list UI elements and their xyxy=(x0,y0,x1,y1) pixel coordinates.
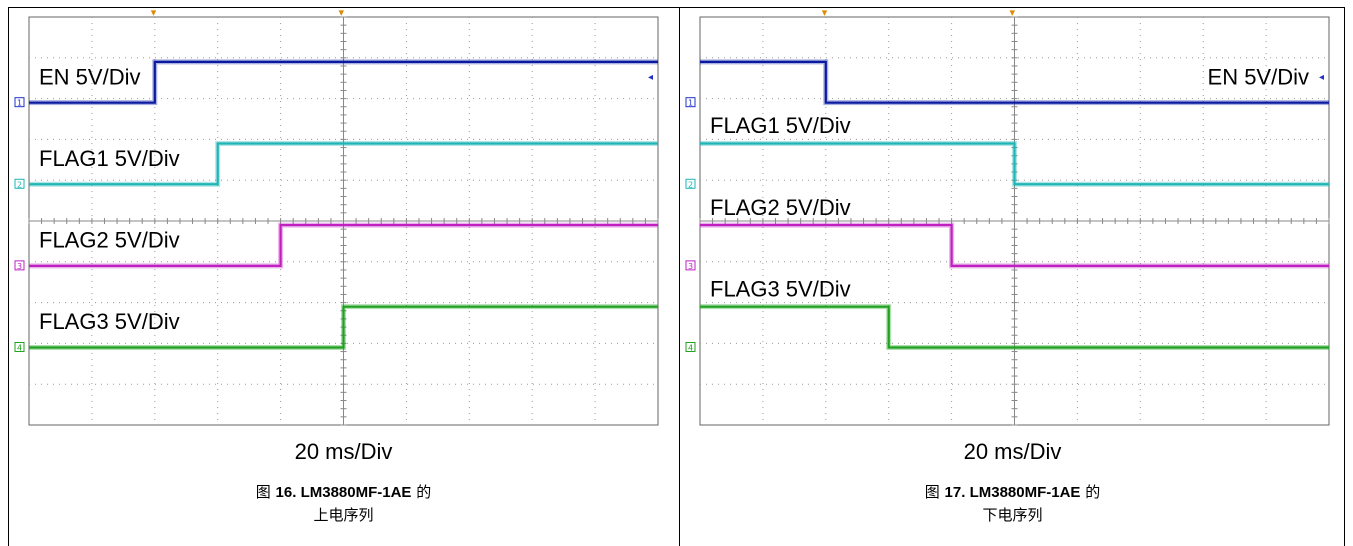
channel-marker: 3 xyxy=(685,260,696,271)
caption-title: 下电序列 xyxy=(982,506,1043,524)
figure-caption: 图 16. LM3880MF-1AE 的 上电序列 xyxy=(8,481,679,526)
trace-label: FLAG3 5V/Div xyxy=(39,309,180,334)
caption-number: 16. LM3880MF-1AE xyxy=(275,484,412,501)
trace-label: FLAG1 5V/Div xyxy=(710,113,851,138)
trace-label: EN 5V/Div xyxy=(39,64,140,89)
panel-divider xyxy=(679,7,680,546)
channel-marker-box xyxy=(685,178,696,189)
channel-marker: 1 xyxy=(685,97,696,108)
channel-marker: 1 xyxy=(14,97,25,108)
trace-line xyxy=(29,223,658,267)
trace-line xyxy=(700,142,1329,186)
trace-flag2 xyxy=(29,222,658,269)
channel-marker-number: 4 xyxy=(688,343,693,352)
trace-flag1 xyxy=(29,140,658,187)
trigger-level-arrow: ◂ xyxy=(1319,72,1324,83)
caption-prefix: 图 xyxy=(255,483,271,501)
channel-marker-number: 1 xyxy=(688,99,693,108)
time-reference-marker: ▾ xyxy=(1010,6,1016,19)
channel-marker-number: 4 xyxy=(17,343,22,352)
trace-en xyxy=(700,59,1329,106)
timebase-label: 20 ms/Div xyxy=(963,439,1062,464)
channel-marker-number: 2 xyxy=(688,180,693,189)
channel-marker-box xyxy=(685,341,696,352)
oscilloscope-chart-power-up: ▾ ▾ ◂ 1 EN 5V/Div 2 FLAG1 5V/Div 3 FLAG2 5V/Div 4… xyxy=(14,6,659,426)
channel-marker-number: 3 xyxy=(17,262,22,271)
caption-suffix: 的 xyxy=(1085,483,1101,501)
channel-marker: 3 xyxy=(14,260,25,271)
caption-suffix: 的 xyxy=(416,483,432,501)
caption-prefix: 图 xyxy=(924,483,940,501)
channel-marker: 2 xyxy=(14,178,25,189)
channel-marker-box xyxy=(14,178,25,189)
trigger-position-marker: ▾ xyxy=(822,6,828,19)
channel-marker-number: 1 xyxy=(17,99,22,108)
trace-label: FLAG3 5V/Div xyxy=(710,276,851,301)
trigger-position-marker: ▾ xyxy=(151,6,157,19)
channel-marker-box xyxy=(685,260,696,271)
trace-label: FLAG1 5V/Div xyxy=(39,146,180,171)
trace-flag2 xyxy=(700,222,1329,269)
grid xyxy=(28,16,659,426)
figure-frame xyxy=(8,7,1345,546)
trace-line xyxy=(700,223,1329,267)
trace-label: EN 5V/Div xyxy=(1208,64,1309,89)
trace-line xyxy=(700,60,1329,104)
oscilloscope-chart-power-down: ▾ ▾ ◂ 1 EN 5V/Div 2 FLAG1 5V/Div 3 FLAG2 5V/Div 4… xyxy=(685,6,1330,426)
trace-line xyxy=(700,305,1329,349)
channel-marker: 2 xyxy=(685,178,696,189)
caption-number: 17. LM3880MF-1AE xyxy=(944,484,1081,501)
channel-marker-box xyxy=(14,341,25,352)
trace-en xyxy=(29,59,658,106)
channel-marker-box xyxy=(685,97,696,108)
trace-flag3 xyxy=(700,304,1329,350)
channel-marker-box xyxy=(14,97,25,108)
power-up-panel: ▾ ▾ ◂ 1 EN 5V/Div 2 FLAG1 5V/Div 3 FLAG2 5V/Div 4… xyxy=(8,6,679,546)
channel-marker-number: 2 xyxy=(17,180,22,189)
trace-line xyxy=(29,142,658,186)
caption-title: 上电序列 xyxy=(313,506,374,524)
trace-flag1 xyxy=(700,140,1329,187)
figure-caption: 图 17. LM3880MF-1AE 的 下电序列 xyxy=(680,481,1345,526)
trace-line xyxy=(29,60,658,104)
channel-marker-box xyxy=(14,260,25,271)
power-down-panel: ▾ ▾ ◂ 1 EN 5V/Div 2 FLAG1 5V/Div 3 FLAG2 5V/Div 4… xyxy=(680,6,1345,546)
trace-label: FLAG2 5V/Div xyxy=(710,195,851,220)
trace-line xyxy=(29,305,658,349)
trace-label: FLAG2 5V/Div xyxy=(39,228,180,253)
channel-marker: 4 xyxy=(685,341,696,352)
timebase-label: 20 ms/Div xyxy=(294,439,393,464)
trigger-level-arrow: ◂ xyxy=(648,72,653,83)
grid xyxy=(699,16,1330,426)
channel-marker-number: 3 xyxy=(688,262,693,271)
channel-marker: 4 xyxy=(14,341,25,352)
trace-flag3 xyxy=(29,304,658,350)
time-reference-marker: ▾ xyxy=(339,6,345,19)
